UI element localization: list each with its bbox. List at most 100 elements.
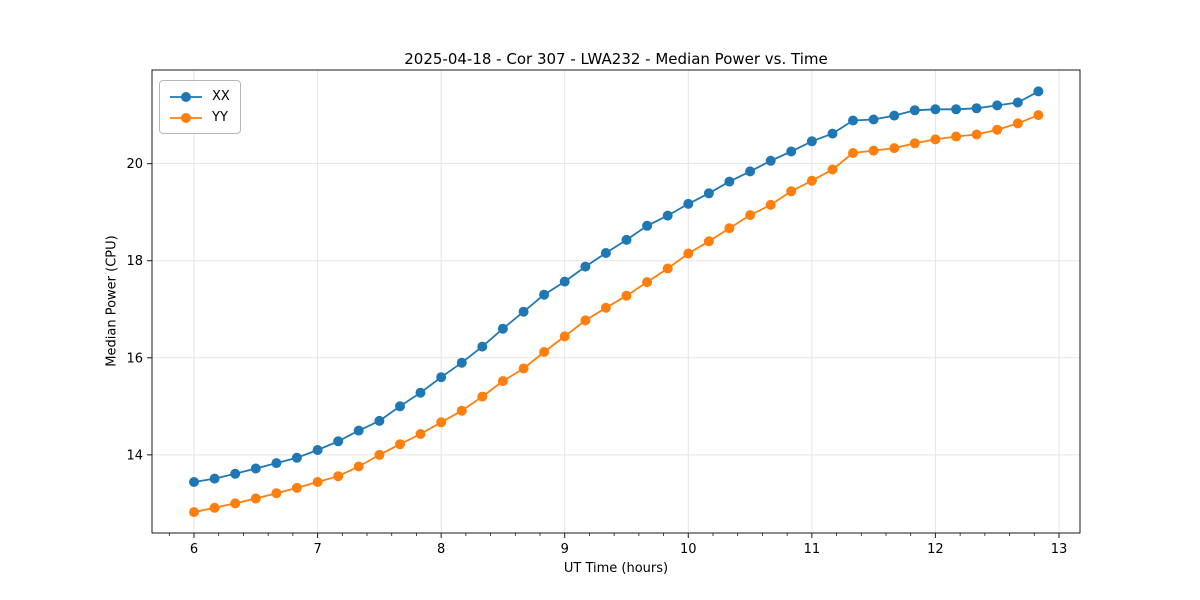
series-yy-point: [1012, 118, 1023, 129]
series-xx-point: [703, 188, 714, 199]
series-xx-point: [930, 104, 941, 115]
series-xx-point: [559, 276, 570, 287]
series-xx-point: [909, 105, 920, 116]
series-yy-point: [909, 138, 920, 149]
series-yy-point: [456, 405, 467, 416]
series-xx-point: [230, 468, 241, 479]
series-xx-point: [806, 136, 817, 147]
x-tick-label: 12: [927, 542, 944, 557]
series-yy-point: [477, 391, 488, 402]
series-yy-point: [662, 263, 673, 274]
series-xx-point: [395, 401, 405, 412]
series-yy-point: [580, 315, 591, 326]
series-xx-point: [786, 146, 797, 157]
series-yy-point: [250, 493, 261, 504]
series-yy-point: [312, 477, 323, 487]
grid: [152, 70, 1080, 533]
series-xx-point: [415, 387, 426, 398]
series-xx: [189, 86, 1044, 487]
y-tick-label: 14: [126, 448, 143, 463]
series-xx-point: [539, 289, 550, 300]
series-xx-point: [889, 110, 900, 121]
series-xx-point: [477, 341, 488, 352]
legend-marker-yy-icon: [170, 112, 202, 123]
series-xx-point: [312, 445, 323, 455]
legend-label-xx: XX: [212, 89, 230, 104]
series-yy-point: [271, 488, 282, 499]
series-xx-point: [868, 114, 879, 125]
series-yy-point: [703, 236, 714, 247]
series-yy-point: [848, 148, 858, 158]
y-tick-label: 18: [126, 254, 143, 269]
series-yy-point: [642, 277, 653, 288]
series-xx-point: [662, 210, 673, 221]
series-yy-point: [806, 175, 817, 186]
x-tick-label: 11: [804, 542, 821, 557]
series-yy-point: [497, 376, 508, 387]
axes-spines: [151, 69, 1081, 534]
series-yy-point: [518, 363, 529, 374]
series-xx-point: [497, 323, 508, 334]
series-yy-point: [951, 131, 962, 142]
series-xx-point: [992, 100, 1003, 111]
y-tick-label: 16: [126, 351, 143, 366]
series-xx-point: [827, 128, 838, 139]
series-yy-point: [600, 302, 611, 313]
series-yy-point: [724, 223, 735, 234]
series-xx-point: [951, 104, 962, 115]
x-tick-label: 8: [437, 542, 445, 557]
legend-label-yy: YY: [212, 110, 228, 125]
series-yy-point: [333, 471, 344, 482]
x-tick-label: 6: [190, 542, 198, 557]
series-xx-point: [642, 220, 653, 231]
series-yy-point: [868, 145, 879, 156]
series-xx-point: [456, 357, 467, 368]
legend-item-xx: XX: [168, 86, 230, 107]
series-yy-point: [971, 129, 982, 140]
series-yy-point: [230, 498, 241, 509]
series-xx-point: [518, 306, 529, 317]
series-yy: [189, 110, 1044, 518]
series-xx-point: [436, 372, 447, 383]
series-yy-point: [786, 186, 797, 197]
y-tick-label: 20: [126, 157, 143, 172]
x-tick-label: 7: [313, 542, 321, 557]
legend: XX YY: [159, 80, 241, 134]
series-yy-point: [621, 290, 632, 301]
series-xx-point: [745, 166, 756, 177]
series-yy-point: [745, 210, 756, 221]
series-yy-point: [992, 124, 1003, 135]
series-xx-point: [353, 425, 364, 436]
series-yy-point: [209, 502, 220, 513]
x-tick-label: 13: [1051, 542, 1068, 557]
series-xx-point: [250, 463, 261, 474]
series-xx-point: [600, 248, 611, 258]
series-xx-point: [291, 452, 302, 463]
series-yy-point: [374, 449, 385, 460]
series-yy-point: [930, 134, 941, 145]
chart-title: 2025-04-18 - Cor 307 - LWA232 - Median P…: [404, 50, 828, 68]
series-yy-point: [291, 482, 302, 493]
series-xx-line: [193, 90, 1039, 483]
series-xx-point: [333, 436, 344, 447]
series-yy-point: [436, 417, 447, 428]
series-yy-point: [353, 461, 364, 472]
legend-marker-xx-icon: [170, 91, 202, 102]
series-xx-point: [1033, 86, 1044, 97]
series-yy-point: [559, 331, 570, 342]
series-xx-point: [209, 473, 220, 484]
series-xx-point: [683, 198, 694, 209]
legend-item-yy: YY: [168, 107, 230, 128]
series-xx-point: [374, 415, 385, 426]
series-xx-point: [271, 458, 282, 469]
series-yy-point: [889, 143, 900, 154]
x-tick-label: 10: [680, 542, 697, 557]
series-xx-point: [1012, 97, 1023, 108]
x-axis-ticks: 6 7 8 9 10 11 12 13: [168, 533, 1068, 557]
series-yy-point: [765, 199, 776, 210]
series-yy-point: [539, 347, 550, 357]
x-axis-label: UT Time (hours): [563, 561, 669, 576]
series-yy-point: [683, 248, 694, 259]
